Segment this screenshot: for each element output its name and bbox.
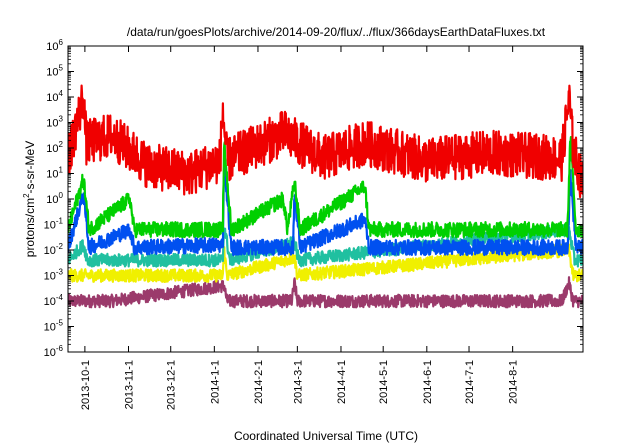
y-tick-label: 10-3	[44, 268, 64, 283]
x-tick-label: 2014-3-1	[292, 360, 304, 404]
series-line	[68, 160, 583, 257]
x-tick-label: 2014-2-1	[253, 360, 265, 404]
series-line	[68, 84, 583, 199]
y-tick-label: 102	[46, 140, 63, 155]
series-line	[68, 243, 583, 283]
x-tick-label: 2014-1-1	[209, 360, 221, 404]
y-axis-label-post: -s-sr-MeV	[23, 141, 37, 194]
x-tick-label: 2014-8-1	[508, 360, 520, 404]
x-axis-label: Coordinated Universal Time (UTC)	[234, 429, 418, 443]
y-tick-label: 106	[46, 38, 63, 53]
x-tick-label: 2014-7-1	[464, 360, 476, 404]
y-tick-label: 103	[46, 115, 63, 130]
chart-title: /data/run/goesPlots/archive/2014-09-20/f…	[127, 25, 546, 39]
x-tick-label: 2014-5-1	[378, 360, 390, 404]
y-tick-label: 104	[46, 89, 63, 104]
y-tick-label: 10-2	[44, 242, 64, 257]
series-line	[68, 223, 583, 268]
x-tick-label: 2014-4-1	[336, 360, 348, 404]
y-tick-label: 10-6	[44, 344, 64, 359]
y-tick-label: 10-1	[44, 217, 64, 232]
x-tick-label: 2014-6-1	[422, 360, 434, 404]
x-tick-label: 2013-10-1	[80, 360, 92, 410]
y-tick-label: 105	[46, 64, 63, 79]
x-tick-label: 2013-12-1	[166, 360, 178, 410]
x-axis: 2013-10-1 2013-11-1 2013-12-1 2014-1-1 2014-…	[80, 46, 520, 410]
x-tick-label: 2013-11-1	[124, 360, 136, 409]
series-line	[68, 276, 583, 309]
series-line	[68, 136, 583, 239]
y-tick-label: 10-4	[44, 293, 64, 308]
series-layer	[68, 84, 583, 309]
y-axis: 10-6 10-5 10-4 10-3 10-2 10-1 100 101 102 103 104 1…	[44, 38, 583, 359]
y-tick-label: 101	[46, 166, 63, 181]
y-tick-label: 100	[46, 191, 63, 206]
y-tick-label: 10-5	[44, 319, 64, 334]
y-axis-label-sup: 2	[22, 193, 31, 198]
y-axis-label-pre: protons/cm	[23, 198, 37, 257]
y-axis-label: protons/cm2-s-sr-MeV	[22, 141, 37, 257]
